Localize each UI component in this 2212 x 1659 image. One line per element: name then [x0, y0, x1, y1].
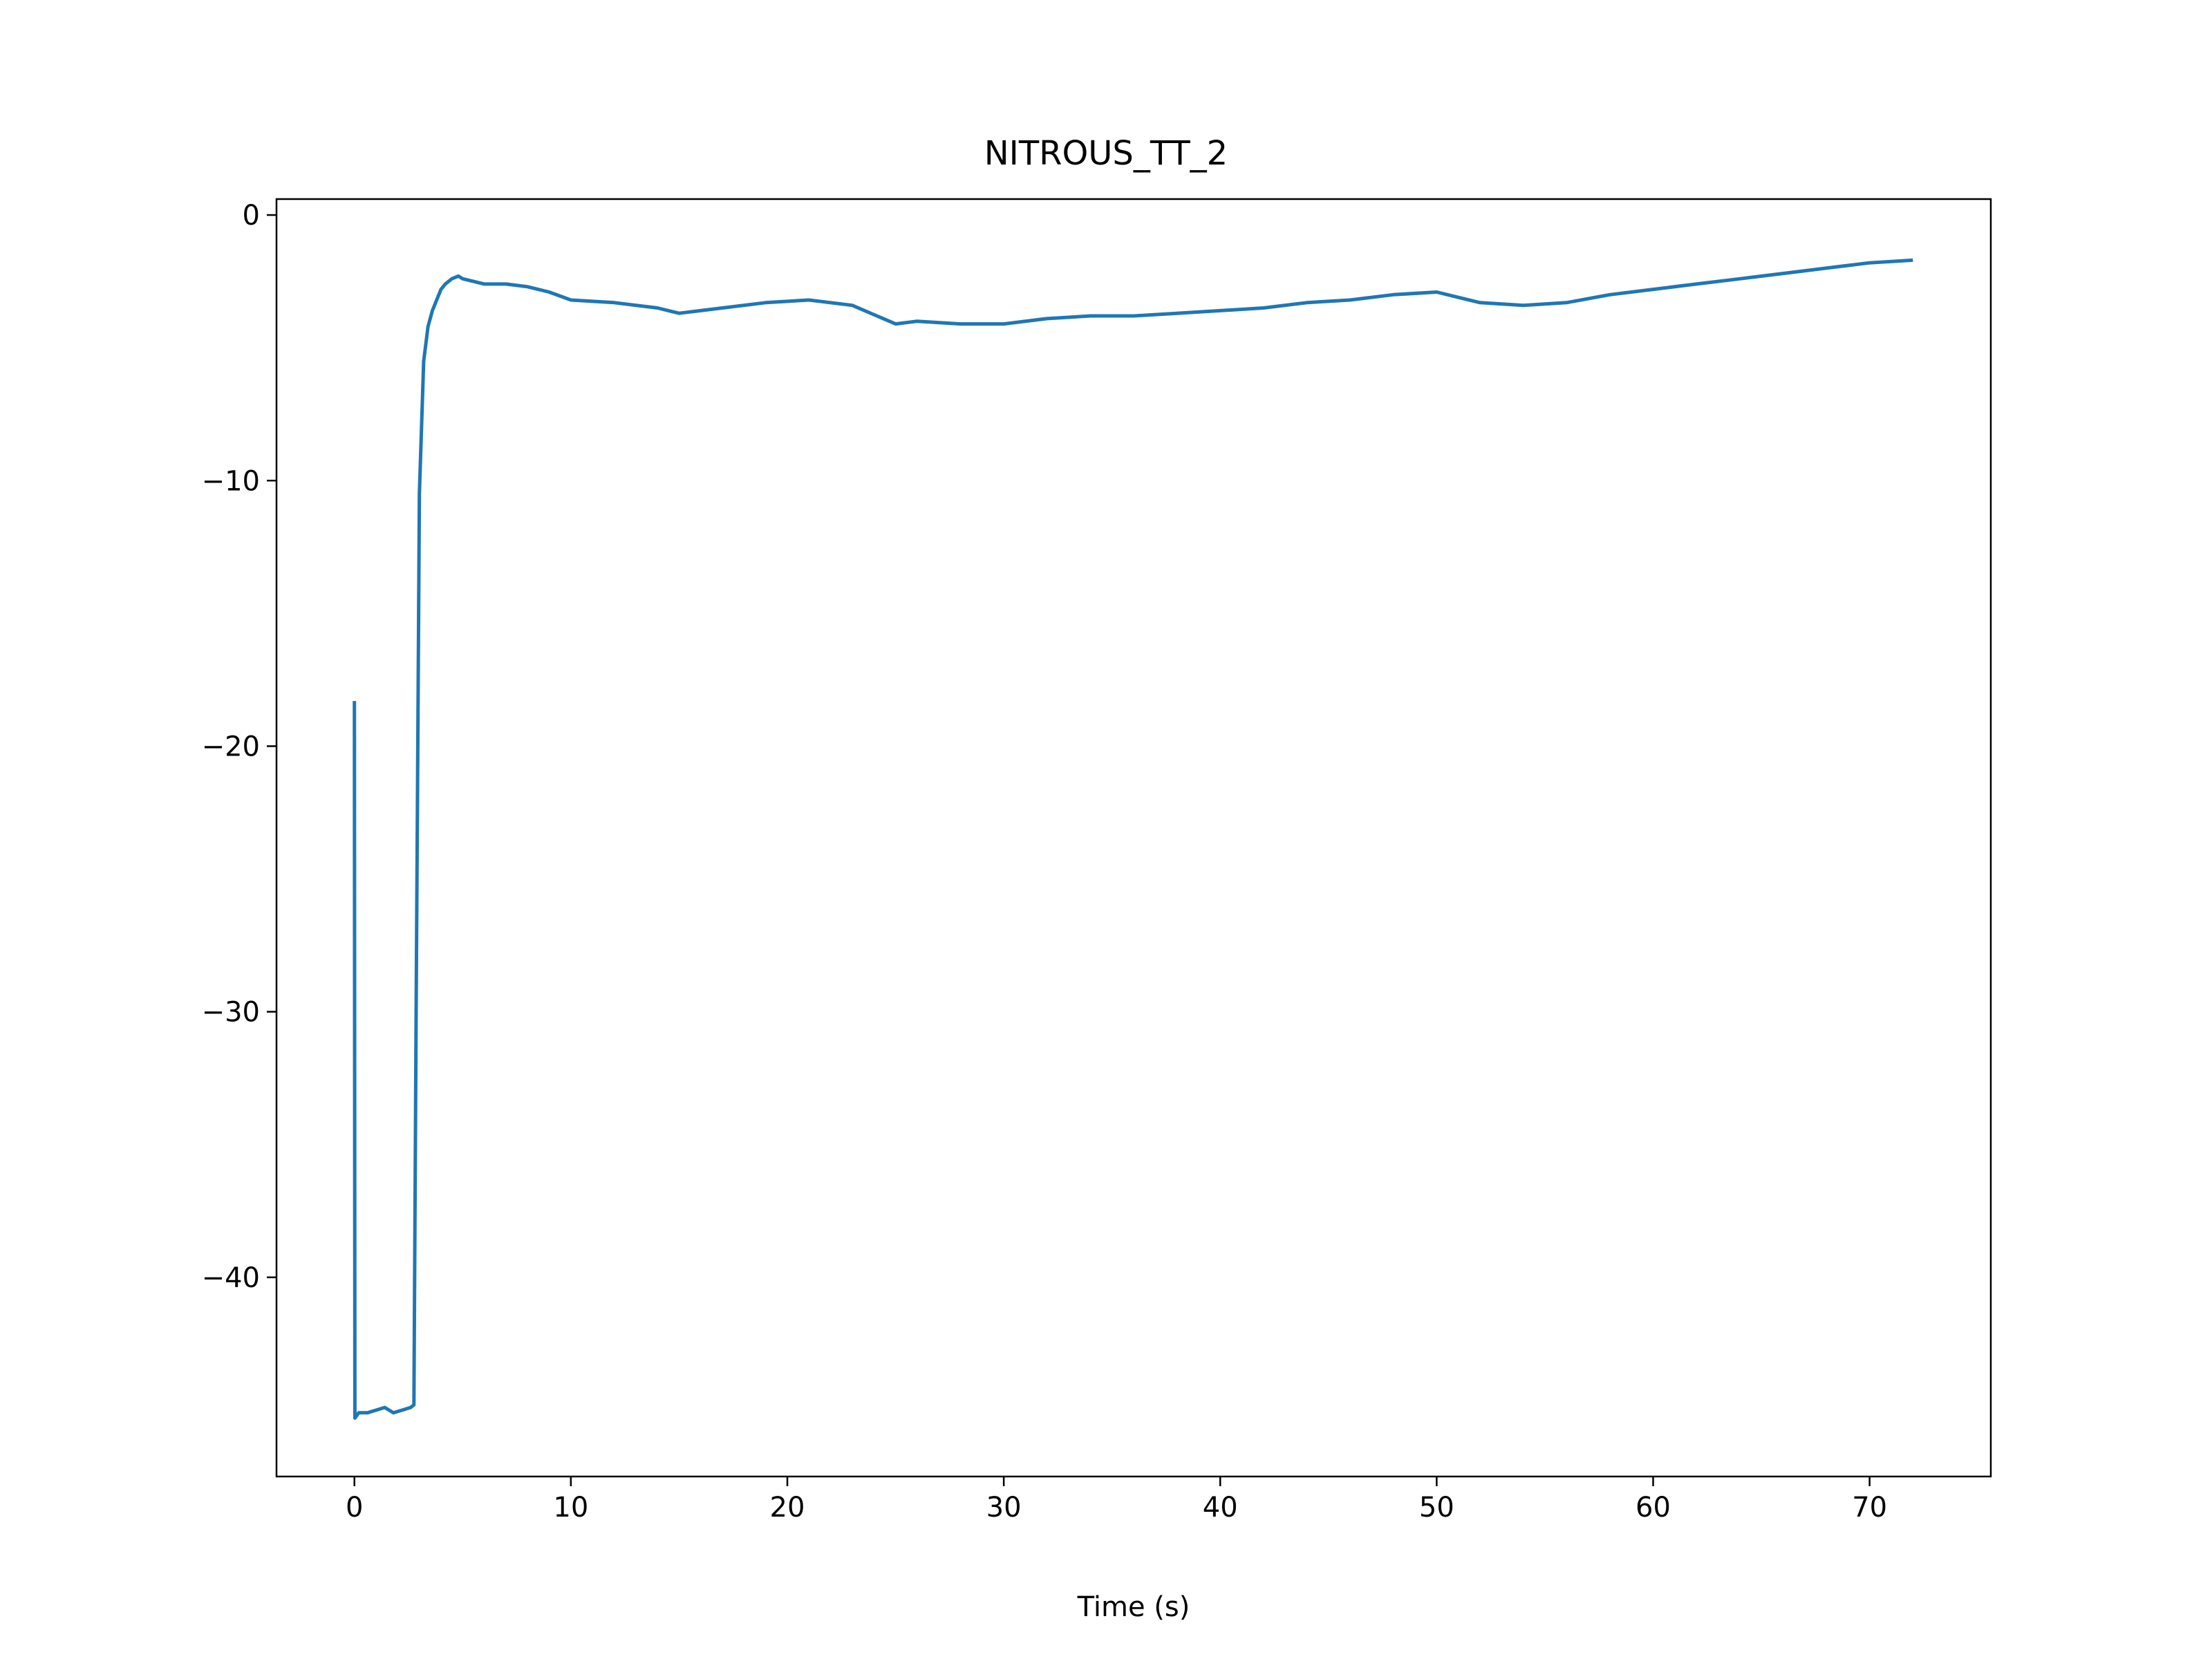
axis-ticks: 0 10 20 30 40 50 60 70 0 −10 −20 −30 −40 — [202, 200, 1888, 1524]
y-tick-label: −10 — [202, 465, 260, 497]
x-tick-label: 60 — [1635, 1492, 1671, 1524]
x-tick-label: 30 — [986, 1492, 1022, 1524]
x-tick-label: 40 — [1203, 1492, 1238, 1524]
series-line — [353, 258, 1913, 1420]
y-tick-label: −40 — [202, 1262, 260, 1294]
x-tick-label: 50 — [1419, 1492, 1454, 1524]
x-axis-label: Time (s) — [1077, 1591, 1190, 1623]
y-tick-label: −30 — [202, 997, 260, 1029]
x-tick-label: 20 — [770, 1492, 805, 1524]
y-tick-label: −20 — [202, 731, 260, 762]
series-layer — [353, 258, 1913, 1420]
x-tick-label: 0 — [346, 1492, 363, 1524]
chart-title: NITROUS_TT_2 — [984, 134, 1228, 173]
y-tick-label: 0 — [243, 200, 260, 232]
plot-area-frame — [275, 198, 1992, 1478]
x-tick-label: 70 — [1852, 1492, 1887, 1524]
x-tick-label: 10 — [553, 1492, 588, 1524]
